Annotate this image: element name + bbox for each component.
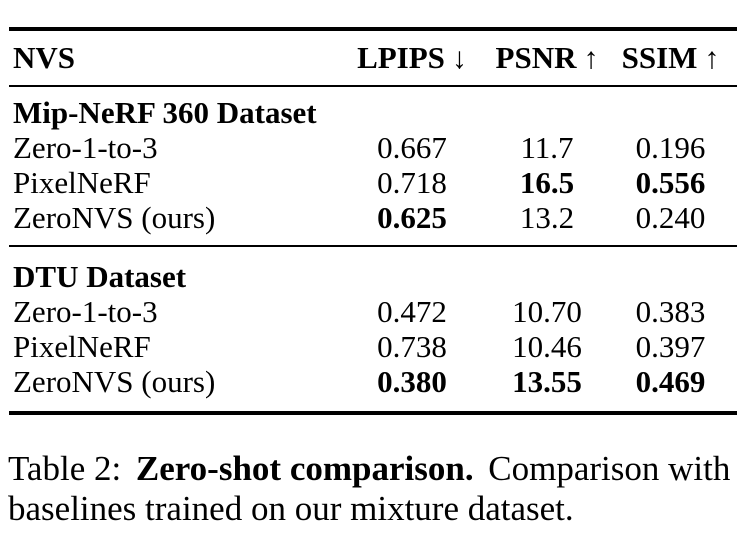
table-row: Zero-1-to-3 0.667 11.7 0.196 — [9, 130, 737, 165]
column-header-nvs: NVS — [13, 40, 76, 75]
ssim-value: 0.383 — [635, 294, 706, 329]
section-mipnerf360: Mip-NeRF 360 Dataset Zero-1-to-3 0.667 1… — [9, 87, 737, 245]
up-arrow-icon: ↑ — [704, 42, 720, 75]
method-name: PixelNeRF — [13, 329, 151, 364]
header-divider-rule — [9, 85, 737, 87]
ssim-label: SSIM — [621, 40, 698, 75]
psnr-value: 13.55 — [512, 364, 582, 399]
section-dtu: DTU Dataset Zero-1-to-3 0.472 10.70 0.38… — [9, 247, 737, 411]
table-row: ZeroNVS (ours) 0.380 13.55 0.469 — [9, 364, 737, 399]
psnr-value: 16.5 — [519, 165, 575, 200]
table-caption: Table 2: Zero-shot comparison. Comparison … — [8, 449, 748, 529]
lpips-value: 0.380 — [377, 364, 447, 399]
method-name: ZeroNVS (ours) — [13, 364, 216, 399]
table-header-row: NVS LPIPS ↓ PSNR ↑ SSIM ↑ — [9, 31, 737, 85]
psnr-value: 10.46 — [512, 329, 582, 364]
results-table: NVS LPIPS ↓ PSNR ↑ SSIM ↑ Mip-NeRF 360 Data… — [9, 27, 737, 415]
lpips-label: LPIPS — [357, 40, 445, 75]
lpips-value: 0.472 — [377, 294, 447, 329]
lpips-value: 0.718 — [377, 165, 447, 200]
ssim-value: 0.196 — [635, 130, 706, 165]
method-name: ZeroNVS (ours) — [13, 200, 216, 235]
ssim-value: 0.240 — [635, 200, 706, 235]
psnr-value: 10.70 — [512, 294, 582, 329]
psnr-label: PSNR — [495, 40, 577, 75]
lpips-value: 0.667 — [377, 130, 447, 165]
table-row: Zero-1-to-3 0.472 10.70 0.383 — [9, 294, 737, 329]
section-title-mipnerf360: Mip-NeRF 360 Dataset — [13, 95, 317, 130]
ssim-value: 0.397 — [635, 329, 706, 364]
section-title-dtu: DTU Dataset — [13, 259, 187, 294]
table-bottom-rule — [9, 411, 737, 415]
caption-title: Zero-shot comparison. — [135, 449, 474, 488]
psnr-value: 13.2 — [519, 200, 575, 235]
lpips-value: 0.738 — [377, 329, 447, 364]
psnr-value: 11.7 — [520, 130, 574, 165]
ssim-value: 0.556 — [635, 165, 706, 200]
down-arrow-icon: ↓ — [451, 42, 467, 75]
method-name: Zero-1-to-3 — [13, 294, 158, 329]
section-title-row: Mip-NeRF 360 Dataset — [9, 95, 737, 130]
caption-label: Table 2: — [8, 449, 122, 488]
method-name: Zero-1-to-3 — [13, 130, 158, 165]
ssim-value: 0.469 — [635, 364, 706, 399]
table-row: PixelNeRF 0.738 10.46 0.397 — [9, 329, 737, 364]
section-divider-rule — [9, 245, 737, 247]
section-title-row: DTU Dataset — [9, 259, 737, 294]
up-arrow-icon: ↑ — [583, 42, 599, 75]
caption-text: Comparison with baselines trained on our… — [8, 449, 731, 528]
method-name: PixelNeRF — [13, 165, 151, 200]
column-header-ssim: SSIM ↑ — [604, 40, 737, 76]
column-header-psnr: PSNR ↑ — [490, 40, 604, 76]
column-header-lpips: LPIPS ↓ — [334, 40, 490, 76]
table-top-rule — [9, 27, 737, 31]
lpips-value: 0.625 — [377, 200, 447, 235]
table-row: PixelNeRF 0.718 16.5 0.556 — [9, 165, 737, 200]
table-row: ZeroNVS (ours) 0.625 13.2 0.240 — [9, 200, 737, 235]
